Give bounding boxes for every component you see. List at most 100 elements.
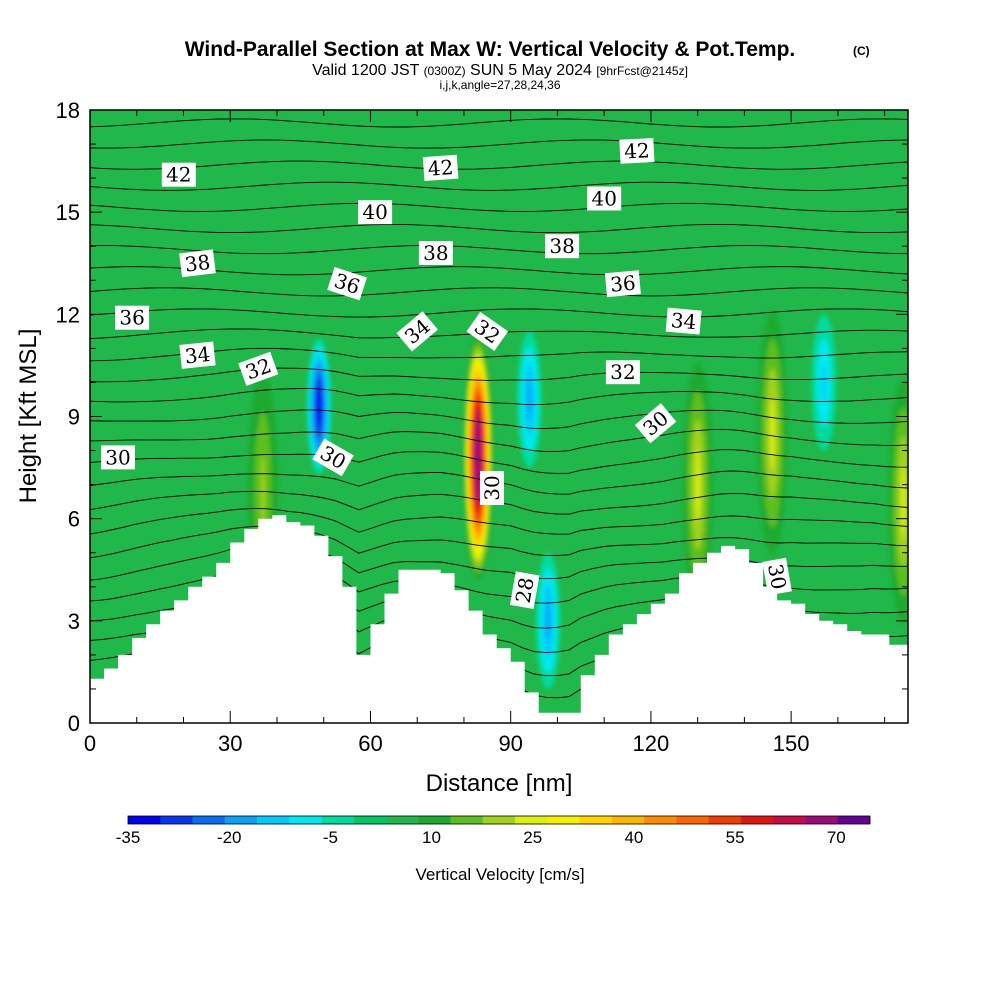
colorbar-swatch	[805, 816, 839, 824]
isentrope-line	[90, 409, 908, 429]
contour-label-text: 30	[763, 562, 791, 591]
colorbar-swatch	[418, 816, 451, 824]
x-tick-labels: 0 30 60 90 120 150	[84, 731, 810, 756]
isentrope-line	[90, 428, 908, 452]
contour-label-box	[480, 471, 504, 505]
contour-label-box	[762, 557, 792, 596]
y-tick-label: 9	[68, 405, 80, 430]
colorbar-tick-label: -20	[217, 828, 242, 847]
valid-date: SUN 5 May 2024	[470, 62, 592, 79]
colorbar-tick-label: -35	[116, 828, 141, 847]
isentrope-line	[90, 525, 908, 559]
contour-label-text: 30	[480, 475, 504, 500]
contour-label-32: 32	[605, 360, 640, 385]
contour-label-38: 38	[418, 241, 453, 265]
colorbar-tick-label: 40	[624, 828, 643, 847]
contour-label-box	[396, 311, 438, 352]
y-tick-labels: 0 3 6 9 12 15 18	[56, 98, 80, 736]
colorbar-tick-label: -5	[323, 828, 338, 847]
isentrope-line	[90, 449, 908, 474]
y-tick-label: 6	[68, 507, 80, 532]
contour-label-box	[587, 186, 622, 211]
contour-label-34: 34	[665, 307, 702, 335]
contour-label-text: 42	[427, 155, 454, 181]
contour-label-42: 42	[422, 154, 459, 182]
colorbar-swatch	[740, 816, 774, 824]
contour-label-text: 40	[591, 187, 616, 211]
colorbar-title: Vertical Velocity [cm/s]	[415, 865, 584, 884]
contour-label-box	[466, 311, 509, 351]
contour-label-box	[665, 307, 702, 335]
colorbar-swatch	[257, 816, 290, 824]
valid-line: Valid 1200 JST (0300Z) SUN 5 May 2024 [9…	[312, 62, 688, 79]
velocity-cell-2-3	[770, 396, 775, 471]
colorbar-tick-label: 25	[523, 828, 542, 847]
chart-title-tag: (C)	[853, 44, 870, 58]
colorbar-swatch	[837, 816, 871, 824]
chart-title: Wind-Parallel Section at Max W: Vertical…	[185, 38, 796, 61]
x-tick-label: 30	[218, 731, 242, 756]
contour-label-box	[179, 341, 216, 369]
isentrope-line	[90, 223, 908, 234]
x-tick-label: 120	[633, 731, 670, 756]
contour-label-38: 38	[179, 249, 216, 278]
contour-label-text: 28	[511, 576, 539, 605]
isentrope-line	[90, 139, 908, 149]
contour-label-30: 30	[101, 445, 135, 470]
grid-indices: i,j,k,angle=27,28,24,36	[439, 78, 560, 92]
contour-label-box	[327, 267, 367, 301]
contour-label-box	[358, 200, 393, 225]
colorbar	[127, 815, 871, 825]
colorbar-outline	[127, 815, 871, 825]
isentrope-line	[90, 181, 908, 191]
y-tick-label: 3	[68, 609, 80, 634]
axis-ticks	[89, 109, 908, 724]
isentrope-line	[90, 245, 908, 255]
contour-label-box	[605, 360, 640, 385]
contour-label-text: 34	[184, 342, 212, 369]
colorbar-swatch	[192, 816, 226, 824]
isentrope-line	[90, 202, 908, 212]
contour-label-box	[604, 270, 641, 298]
contour-label-text: 40	[362, 200, 387, 224]
y-tick-label: 0	[68, 711, 80, 736]
colorbar-swatch	[547, 816, 580, 824]
velocity-cell-3-3	[901, 464, 906, 539]
colorbar-swatch	[611, 816, 645, 824]
isentrope-line	[90, 308, 908, 318]
contour-label-box	[545, 234, 580, 259]
colorbar-swatch	[353, 816, 387, 824]
x-tick-label: 0	[84, 731, 96, 756]
colorbar-swatch	[708, 816, 742, 824]
contour-label-box	[509, 571, 540, 610]
y-tick-label: 15	[56, 200, 80, 225]
isentrope-line	[90, 388, 908, 406]
contour-label-text: 38	[549, 234, 574, 258]
contour-label-40: 40	[358, 200, 393, 225]
colorbar-swatch	[773, 816, 806, 824]
contour-label-box	[115, 305, 150, 330]
contour-label-42: 42	[161, 162, 196, 187]
terrain	[90, 515, 908, 723]
valid-fcst: [9hrFcst@2145z]	[596, 64, 688, 78]
colorbar-swatch	[450, 816, 484, 824]
isentrope-line	[90, 160, 908, 170]
velocity-cell-7-3	[546, 600, 550, 642]
x-tick-label: 90	[498, 731, 522, 756]
colorbar-swatch	[128, 816, 161, 824]
colorbar-swatch	[289, 816, 322, 824]
contour-label-30: 30	[480, 471, 504, 505]
colorbar-swatch	[676, 816, 709, 824]
x-axis-title: Distance [nm]	[426, 770, 573, 797]
valid-prefix: Valid 1200 JST	[312, 62, 420, 79]
contour-label-text: 36	[119, 306, 144, 330]
contour-label-box	[418, 241, 453, 265]
contour-label-box	[422, 154, 459, 182]
isentrope-line	[90, 266, 908, 276]
isentrope-line	[90, 367, 908, 383]
valid-utc: (0300Z)	[424, 64, 466, 78]
contour-label-text: 42	[166, 163, 191, 187]
velocity-cell-8-2	[822, 362, 826, 403]
contour-label-text: 38	[423, 241, 448, 265]
